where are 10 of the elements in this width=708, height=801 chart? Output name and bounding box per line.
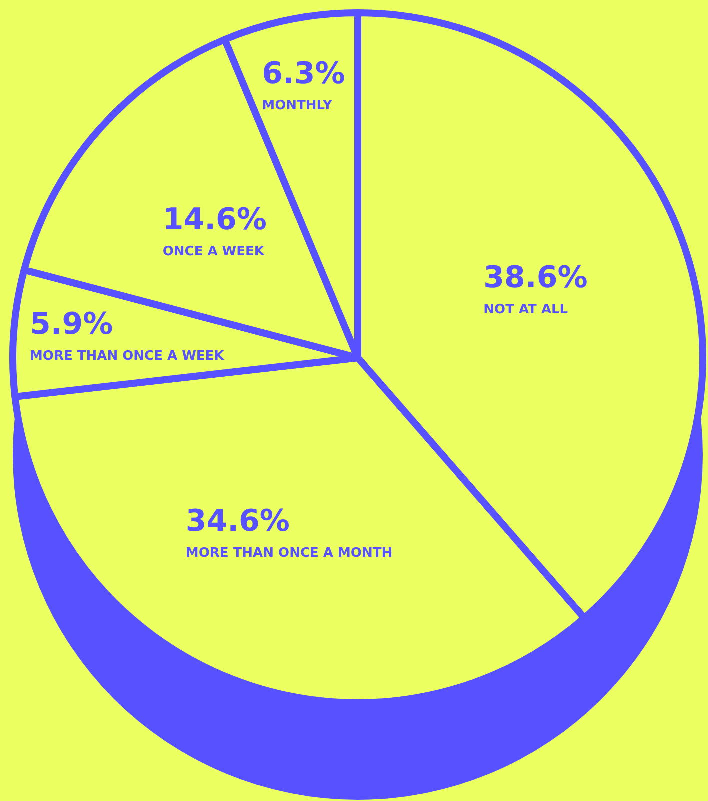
slice-label: NOT AT ALL	[484, 302, 568, 318]
slice-label: MONTHLY	[262, 98, 333, 114]
data-label: 14.6%	[162, 202, 267, 238]
slice-label: MORE THAN ONCE A MONTH	[186, 546, 393, 561]
data-label: 34.6%	[186, 504, 290, 539]
data-label: 5.9%	[30, 307, 114, 342]
slice-label: ONCE A WEEK	[162, 244, 266, 260]
data-label: 6.3%	[262, 56, 346, 92]
slice-label: MORE THAN ONCE A WEEK	[30, 349, 226, 364]
data-label: 38.6%	[484, 260, 588, 296]
